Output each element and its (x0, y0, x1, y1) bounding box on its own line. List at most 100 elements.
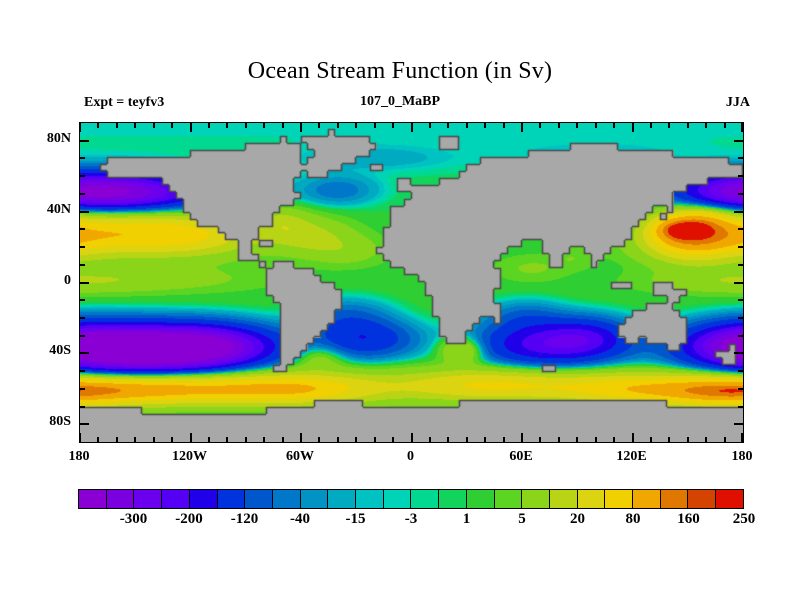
colorbar-cell (245, 490, 273, 508)
x-minor-tick (484, 437, 487, 442)
colorbar-tick-label: 5 (518, 511, 526, 527)
x-minor-tick (97, 123, 100, 128)
x-minor-tick (668, 437, 671, 442)
colorbar-tick-label: 20 (570, 511, 585, 527)
x-minor-tick (465, 437, 468, 442)
colorbar-cell (549, 490, 578, 508)
x-minor-tick (649, 437, 652, 442)
colorbar-cell (300, 490, 329, 508)
x-minor-tick (428, 123, 431, 128)
x-minor-tick (465, 123, 468, 128)
x-minor-tick (152, 437, 155, 442)
x-major-tick (741, 123, 743, 132)
colorbar-tick-label: 160 (677, 511, 700, 527)
x-minor-tick (115, 123, 118, 128)
x-minor-tick (134, 437, 137, 442)
x-major-tick (79, 433, 81, 442)
x-minor-tick (447, 437, 450, 442)
x-minor-tick (668, 123, 671, 128)
map-plot-area (79, 122, 744, 443)
x-minor-tick (318, 437, 321, 442)
colorbar-cell (328, 490, 357, 508)
y-major-tick (734, 210, 743, 213)
x-major-tick (410, 433, 413, 442)
x-minor-tick (613, 437, 616, 442)
x-major-tick (189, 433, 192, 442)
x-minor-tick (318, 123, 321, 128)
x-minor-tick (134, 123, 137, 128)
y-major-tick (734, 281, 743, 284)
colorbar-cell (189, 490, 218, 508)
y-minor-tick (738, 370, 743, 373)
y-minor-tick (80, 192, 85, 195)
x-minor-tick (373, 123, 376, 128)
x-minor-tick (115, 437, 118, 442)
x-minor-tick (686, 123, 689, 128)
x-minor-tick (705, 437, 708, 442)
y-major-tick (80, 139, 89, 142)
colorbar-cell (162, 490, 190, 508)
y-minor-tick (80, 175, 85, 178)
x-minor-tick (576, 437, 579, 442)
y-minor-tick (80, 157, 85, 160)
colorbar-tick-label: -300 (119, 511, 148, 527)
x-minor-tick (539, 437, 542, 442)
x-minor-tick (686, 437, 689, 442)
x-major-tick (631, 433, 634, 442)
x-minor-tick (613, 123, 616, 128)
x-minor-tick (576, 123, 579, 128)
x-minor-tick (502, 123, 505, 128)
x-minor-tick (171, 123, 174, 128)
y-minor-tick (738, 157, 743, 160)
x-minor-tick (336, 437, 339, 442)
x-minor-tick (281, 123, 284, 128)
x-minor-tick (152, 123, 155, 128)
x-tick-label: 60E (509, 449, 533, 464)
colorbar-tick-label: 1 (462, 511, 471, 527)
colorbar-swatches (78, 489, 744, 509)
x-tick-label: 60W (286, 449, 314, 464)
x-tick-label: 120E (616, 449, 647, 464)
y-minor-tick (80, 263, 85, 266)
x-minor-tick (355, 123, 358, 128)
y-major-tick (80, 281, 89, 284)
x-tick-label: 180 (68, 449, 90, 464)
x-minor-tick (594, 123, 597, 128)
figure-subtitle: 107_0_MaBP (359, 94, 441, 109)
y-minor-tick (738, 316, 743, 319)
colorbar-cell (106, 490, 135, 508)
colorbar: -300 -200 -120 -40 -15 -3 1 5 20 80 160 250 (78, 489, 755, 527)
x-major-tick (300, 123, 302, 132)
colorbar-cell (688, 490, 717, 508)
y-major-tick (80, 210, 89, 213)
colorbar-cell (577, 490, 606, 508)
x-minor-tick (392, 437, 395, 442)
colorbar-cell (716, 490, 743, 508)
colorbar-cell (605, 490, 634, 508)
colorbar-cell (356, 490, 384, 508)
ocean-stream-function-map (80, 123, 743, 442)
y-minor-tick (738, 387, 743, 390)
y-tick-label: 40S (49, 343, 71, 359)
y-major-tick (80, 423, 89, 426)
x-major-tick (79, 123, 81, 132)
x-major-tick (300, 433, 302, 442)
y-minor-tick (738, 175, 743, 178)
y-minor-tick (738, 334, 743, 337)
x-minor-tick (373, 437, 376, 442)
y-minor-tick (80, 316, 85, 319)
y-major-tick (734, 423, 743, 426)
colorbar-cell (411, 490, 440, 508)
x-minor-tick (539, 123, 542, 128)
x-minor-tick (244, 437, 247, 442)
y-minor-tick (80, 299, 85, 302)
colorbar-cell (79, 490, 107, 508)
colorbar-tick-label: -200 (175, 511, 203, 527)
y-tick-label: 40N (46, 201, 71, 217)
x-major-tick (189, 123, 192, 132)
colorbar-cell (660, 490, 689, 508)
x-tick-label: 180 (731, 449, 753, 464)
x-minor-tick (244, 123, 247, 128)
x-minor-tick (171, 437, 174, 442)
